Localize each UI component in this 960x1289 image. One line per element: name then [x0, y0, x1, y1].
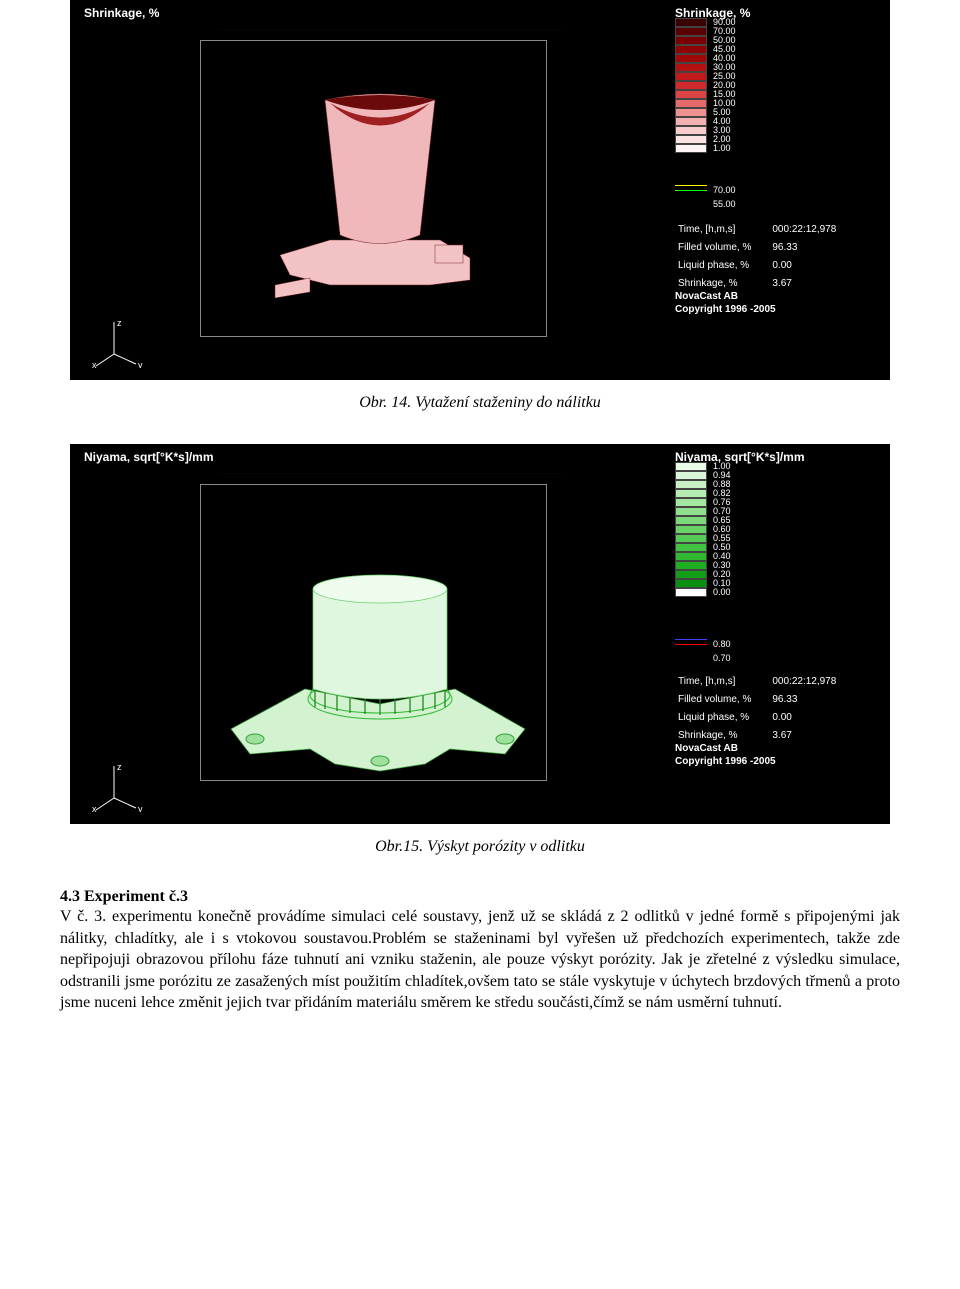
fig2-colorbar: 1.000.940.880.820.760.700.650.600.550.50… [675, 462, 731, 597]
figure-2-panel: Niyama, sqrt[°K*s]/mm Niyama, sqrt[°K*s]… [70, 444, 890, 824]
svg-text:x: x [92, 804, 97, 812]
figure-1-panel: Shrinkage, % Shrinkage, % 90.00 [70, 0, 890, 380]
fig2-iso-lines: 0.800.70 [675, 639, 731, 663]
page: Shrinkage, % Shrinkage, % 90.00 [0, 0, 960, 1054]
svg-text:y: y [138, 804, 143, 812]
fig1-axis-triad: x y z [92, 318, 152, 368]
fig2-stats: Time, [h,m,s]000:22:12,978Filled volume,… [675, 672, 856, 746]
fig1-iso-lines: 70.0055.00 [675, 185, 736, 209]
body-paragraph: V č. 3. experimentu konečně provádíme si… [60, 906, 900, 1014]
svg-text:x: x [92, 360, 97, 368]
figure-2-caption: Obr.15. Výskyt porózity v odlitku [60, 838, 900, 856]
fig1-stats: Time, [h,m,s]000:22:12,978Filled volume,… [675, 220, 856, 294]
svg-text:y: y [138, 360, 143, 368]
fig1-colorbar: 90.0070.0050.0045.0040.0030.0025.0020.00… [675, 18, 736, 153]
svg-text:z: z [117, 762, 122, 772]
section-heading: 4.3 Experiment č.3 [60, 888, 900, 906]
fig2-title-left: Niyama, sqrt[°K*s]/mm [84, 450, 214, 464]
fig2-axis-triad: x y z [92, 762, 152, 812]
fig1-title-left: Shrinkage, % [84, 6, 159, 20]
fig2-copyright: NovaCast AB Copyright 1996 -2005 [675, 742, 776, 768]
figure-1-caption: Obr. 14. Vytažení staženiny do nálitku [60, 394, 900, 412]
fig2-casting [225, 539, 535, 784]
fig1-casting [270, 80, 490, 315]
fig1-copyright: NovaCast AB Copyright 1996 -2005 [675, 290, 776, 316]
svg-text:z: z [117, 318, 122, 328]
